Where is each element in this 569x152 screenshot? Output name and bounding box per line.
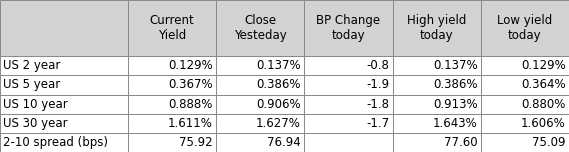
Bar bbox=[393, 95, 481, 114]
Text: 0.129%: 0.129% bbox=[521, 59, 566, 72]
Text: US 2 year: US 2 year bbox=[3, 59, 61, 72]
Bar bbox=[393, 56, 481, 75]
Text: 77.60: 77.60 bbox=[444, 136, 477, 149]
Bar bbox=[216, 95, 304, 114]
Text: US 10 year: US 10 year bbox=[3, 98, 68, 111]
Text: 0.386%: 0.386% bbox=[257, 78, 301, 92]
Text: US 5 year: US 5 year bbox=[3, 78, 61, 92]
Text: 0.137%: 0.137% bbox=[433, 59, 477, 72]
Text: 0.129%: 0.129% bbox=[168, 59, 213, 72]
Bar bbox=[304, 56, 393, 75]
Bar bbox=[481, 75, 569, 95]
Bar bbox=[481, 56, 569, 75]
Text: -0.8: -0.8 bbox=[366, 59, 389, 72]
Text: Current
Yield: Current Yield bbox=[150, 14, 195, 42]
Bar bbox=[0, 114, 128, 133]
Text: 0.367%: 0.367% bbox=[168, 78, 213, 92]
Bar bbox=[393, 0, 481, 56]
Text: US 30 year: US 30 year bbox=[3, 117, 68, 130]
Bar bbox=[304, 0, 393, 56]
Bar bbox=[393, 75, 481, 95]
Text: 0.386%: 0.386% bbox=[433, 78, 477, 92]
Text: 0.913%: 0.913% bbox=[433, 98, 477, 111]
Bar bbox=[128, 0, 216, 56]
Bar bbox=[128, 75, 216, 95]
Bar bbox=[481, 114, 569, 133]
Bar bbox=[216, 133, 304, 152]
Text: 75.92: 75.92 bbox=[179, 136, 213, 149]
Bar bbox=[0, 133, 128, 152]
Text: 1.606%: 1.606% bbox=[521, 117, 566, 130]
Text: 0.888%: 0.888% bbox=[168, 98, 213, 111]
Text: 76.94: 76.94 bbox=[267, 136, 301, 149]
Bar bbox=[216, 75, 304, 95]
Text: 0.364%: 0.364% bbox=[521, 78, 566, 92]
Bar bbox=[128, 133, 216, 152]
Bar bbox=[0, 75, 128, 95]
Bar bbox=[481, 0, 569, 56]
Bar bbox=[304, 75, 393, 95]
Bar bbox=[0, 0, 128, 56]
Text: 1.627%: 1.627% bbox=[256, 117, 301, 130]
Text: Close
Yesteday: Close Yesteday bbox=[234, 14, 287, 42]
Bar bbox=[128, 114, 216, 133]
Bar bbox=[0, 56, 128, 75]
Bar bbox=[304, 95, 393, 114]
Text: 0.880%: 0.880% bbox=[521, 98, 566, 111]
Text: 75.09: 75.09 bbox=[532, 136, 566, 149]
Bar bbox=[0, 95, 128, 114]
Text: 0.137%: 0.137% bbox=[257, 59, 301, 72]
Text: BP Change
today: BP Change today bbox=[316, 14, 381, 42]
Text: -1.7: -1.7 bbox=[366, 117, 389, 130]
Text: 1.611%: 1.611% bbox=[168, 117, 213, 130]
Bar bbox=[481, 95, 569, 114]
Text: -1.8: -1.8 bbox=[366, 98, 389, 111]
Text: 0.906%: 0.906% bbox=[257, 98, 301, 111]
Text: 2-10 spread (bps): 2-10 spread (bps) bbox=[3, 136, 109, 149]
Bar bbox=[128, 95, 216, 114]
Text: High yield
today: High yield today bbox=[407, 14, 467, 42]
Bar bbox=[304, 114, 393, 133]
Bar bbox=[216, 114, 304, 133]
Bar bbox=[304, 133, 393, 152]
Bar bbox=[393, 133, 481, 152]
Bar bbox=[128, 56, 216, 75]
Text: Low yield
today: Low yield today bbox=[497, 14, 552, 42]
Text: -1.9: -1.9 bbox=[366, 78, 389, 92]
Text: 1.643%: 1.643% bbox=[432, 117, 477, 130]
Bar bbox=[216, 0, 304, 56]
Bar bbox=[393, 114, 481, 133]
Bar bbox=[481, 133, 569, 152]
Bar bbox=[216, 56, 304, 75]
